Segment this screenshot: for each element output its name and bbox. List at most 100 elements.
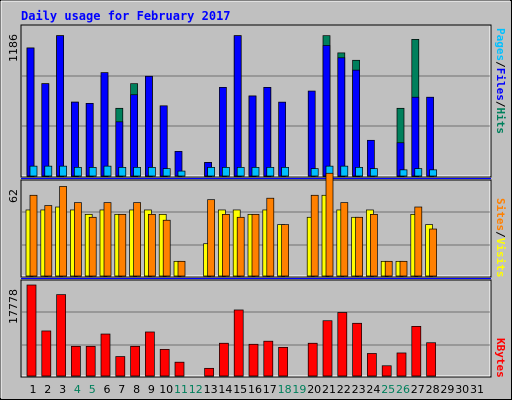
x-tick-label: 24 xyxy=(366,383,380,396)
legend-sites-visits: Sites/Visits xyxy=(494,198,507,278)
files-bar xyxy=(71,101,79,177)
pages-bar xyxy=(399,169,408,177)
pages-bar xyxy=(162,168,171,177)
legend-pages-files-hits-part: Hits xyxy=(494,108,507,135)
x-tick-label: 6 xyxy=(104,383,111,396)
sites-bar xyxy=(340,202,349,277)
x-tick-label: 5 xyxy=(89,383,96,396)
x-tick-label: 16 xyxy=(248,383,262,396)
x-tick-label: 28 xyxy=(426,383,440,396)
kbytes-bar xyxy=(71,345,81,377)
pages-bar xyxy=(310,168,319,177)
pages-bar xyxy=(355,167,363,177)
x-tick-label: 14 xyxy=(218,383,232,396)
files-bar xyxy=(145,75,153,177)
files-bar xyxy=(352,69,360,177)
sites-bar xyxy=(29,194,38,277)
files-bar xyxy=(26,47,35,177)
kbytes-bar xyxy=(278,346,288,377)
pages-bar xyxy=(118,167,127,177)
pages-bar xyxy=(207,167,215,177)
x-tick-label: 22 xyxy=(337,383,351,396)
pages-bar xyxy=(429,169,437,177)
files-bar xyxy=(219,87,227,177)
x-tick-label: 29 xyxy=(440,383,454,396)
sites-bar xyxy=(429,228,437,277)
x-tick-label: 20 xyxy=(307,383,321,396)
legend-pages-files-hits-part: Files xyxy=(494,68,507,101)
x-tick-label: 21 xyxy=(322,383,336,396)
sites-bar xyxy=(162,219,171,277)
x-tick-label: 27 xyxy=(411,383,425,396)
x-tick-label: 9 xyxy=(148,383,155,396)
x-tick-label: 23 xyxy=(352,383,366,396)
pages-bar xyxy=(148,167,156,177)
kbytes-bar xyxy=(248,343,259,377)
x-tick-label: 2 xyxy=(44,383,51,396)
sites-bar xyxy=(310,194,319,277)
sites-bar xyxy=(266,197,275,277)
x-tick-label: 4 xyxy=(74,383,81,396)
x-tick-label: 25 xyxy=(381,383,395,396)
files-bar xyxy=(159,105,168,177)
kbytes-bar xyxy=(100,333,111,377)
files-bar xyxy=(278,101,286,177)
kbytes-bar xyxy=(130,345,140,377)
kbytes-bar xyxy=(396,352,407,377)
pages-bar xyxy=(44,165,53,177)
pages-bar xyxy=(74,167,82,177)
legend-pages-files-hits-part: / xyxy=(494,101,507,108)
files-bar xyxy=(307,90,316,177)
kbytes-bar xyxy=(115,356,126,377)
sites-bar xyxy=(148,214,156,277)
kbytes-bar xyxy=(174,361,185,377)
sites-bar xyxy=(384,260,393,277)
kbytes-bar xyxy=(381,365,392,377)
legend-pages-files-hits-part: Pages xyxy=(494,28,507,61)
pages-bar xyxy=(133,167,141,177)
pages-bar xyxy=(177,170,186,177)
y-max-label: 1186 xyxy=(7,34,20,62)
files-bar xyxy=(41,83,50,177)
sites-bar xyxy=(251,214,260,277)
sites-bar xyxy=(177,260,186,277)
x-tick-label: 8 xyxy=(133,383,140,396)
kbytes-bar xyxy=(85,345,96,377)
x-tick-label: 15 xyxy=(233,383,247,396)
y-max-label: 62 xyxy=(7,189,20,203)
pages-bar xyxy=(370,168,378,177)
x-tick-label: 26 xyxy=(396,383,410,396)
files-bar xyxy=(248,95,257,177)
sites-bar xyxy=(74,202,82,277)
pages-bar xyxy=(88,167,97,177)
legend-pages-files-hits-part: / xyxy=(494,61,507,68)
x-tick-label: 31 xyxy=(470,383,484,396)
files-bar xyxy=(322,45,331,177)
kbytes-bar xyxy=(233,309,244,377)
kbytes-bar xyxy=(322,320,333,377)
x-tick-label: 3 xyxy=(59,383,66,396)
legend-sites-visits-part: / xyxy=(494,231,507,238)
legend-kbytes-part: KBytes xyxy=(494,338,507,378)
kbytes-bar xyxy=(41,330,52,377)
pages-bar xyxy=(222,167,230,177)
x-tick-label: 30 xyxy=(455,383,469,396)
y-max-label: 17778 xyxy=(7,289,20,324)
kbytes-bar xyxy=(56,294,66,377)
files-bar xyxy=(56,35,64,177)
kbytes-bar xyxy=(337,312,348,377)
sites-bar xyxy=(414,206,423,277)
sites-bar xyxy=(236,216,245,277)
sites-bar xyxy=(399,260,408,277)
sites-bar xyxy=(118,214,127,277)
kbytes-bar xyxy=(263,340,274,377)
x-tick-label: 7 xyxy=(118,383,125,396)
x-tick-label: 18 xyxy=(278,383,292,396)
pages-bar xyxy=(251,167,260,177)
legend-sites-visits-part: Visits xyxy=(494,238,507,278)
sites-bar xyxy=(44,205,53,277)
sites-bar xyxy=(370,214,378,277)
sites-bar xyxy=(133,202,141,277)
kbytes-bar xyxy=(426,342,436,377)
x-tick-label: 10 xyxy=(159,383,173,396)
